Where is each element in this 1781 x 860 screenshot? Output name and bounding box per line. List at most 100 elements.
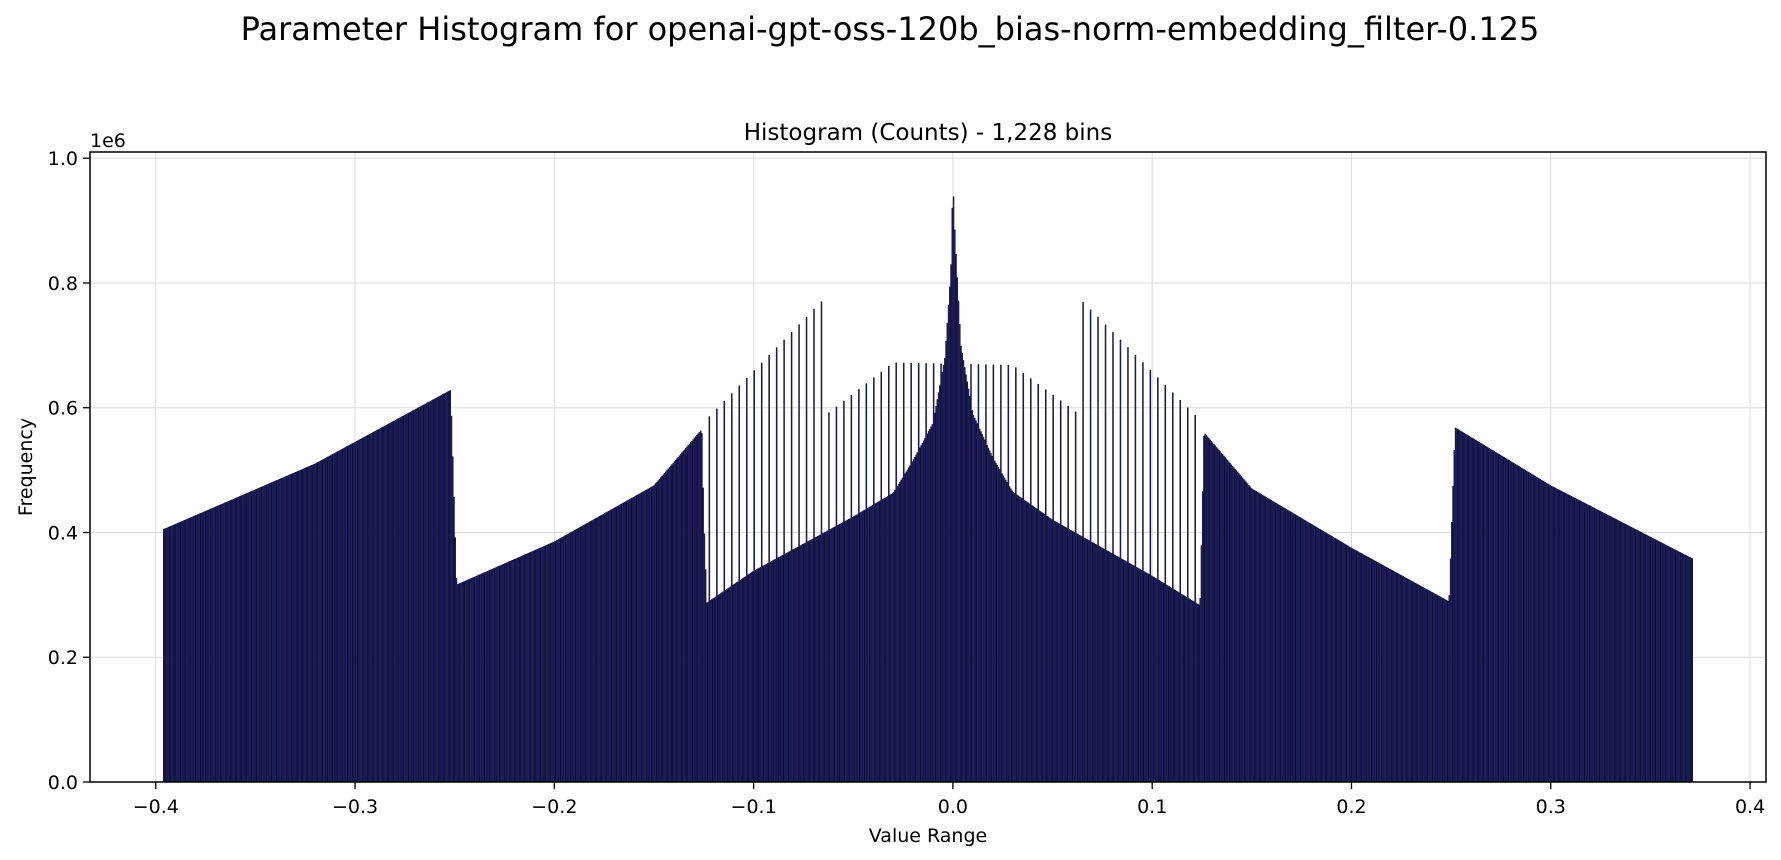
histogram-bar xyxy=(1590,506,1593,783)
histogram-bar xyxy=(337,451,339,783)
histogram-bar xyxy=(1108,551,1111,783)
histogram-bar xyxy=(1147,573,1149,783)
histogram-bar xyxy=(1285,508,1287,783)
histogram-bar xyxy=(902,362,905,783)
histogram-bar xyxy=(475,575,478,783)
histogram-bar xyxy=(1331,536,1333,783)
histogram-bar xyxy=(1062,525,1064,783)
histogram-bar xyxy=(418,407,420,783)
histogram-bar xyxy=(1518,466,1520,783)
histogram-bar xyxy=(1143,571,1145,783)
histogram-bar xyxy=(596,517,598,783)
histogram-bar xyxy=(865,383,868,783)
histogram-bar xyxy=(936,399,939,783)
figure-suptitle: Parameter Histogram for openai-gpt-oss-1… xyxy=(241,10,1540,48)
histogram-bar xyxy=(331,454,333,783)
histogram-bar xyxy=(861,511,864,783)
histogram-bar xyxy=(1397,573,1400,783)
histogram-bar xyxy=(1402,576,1405,783)
histogram-bar xyxy=(557,539,560,783)
histogram-bar xyxy=(1578,499,1580,783)
histogram-bar xyxy=(1429,591,1432,783)
histogram-bar xyxy=(1497,453,1499,783)
histogram-bar xyxy=(1670,547,1672,783)
histogram-bar xyxy=(747,574,749,783)
histogram-bar xyxy=(433,399,435,783)
histogram-bar xyxy=(1294,514,1296,783)
histogram-bar xyxy=(524,554,526,783)
histogram-bar xyxy=(941,371,944,783)
histogram-bar xyxy=(309,465,312,783)
histogram-bar xyxy=(1314,525,1316,783)
histogram-bar xyxy=(1408,579,1411,783)
histogram-bar xyxy=(1523,469,1525,783)
histogram-bar xyxy=(361,438,363,783)
histogram-bar xyxy=(834,526,836,783)
histogram-bar xyxy=(442,394,444,783)
histogram-bar xyxy=(1674,549,1676,783)
histogram-bar xyxy=(1109,552,1112,783)
histogram-bar xyxy=(1046,515,1048,783)
histogram-bar xyxy=(858,389,860,783)
histogram-bar xyxy=(874,503,876,783)
histogram-bar xyxy=(1507,459,1509,783)
histogram-bar xyxy=(1093,543,1096,783)
histogram-bar xyxy=(1462,432,1464,783)
histogram-bar xyxy=(1218,449,1220,783)
histogram-bar xyxy=(1316,527,1319,783)
histogram-bar xyxy=(486,570,489,783)
histogram-bar xyxy=(594,518,596,783)
histogram-bar xyxy=(1390,569,1392,783)
histogram-bar xyxy=(506,562,509,783)
histogram-bar xyxy=(976,423,978,783)
histogram-bar xyxy=(1513,463,1515,783)
histogram-bar xyxy=(455,578,458,783)
histogram-bar xyxy=(1522,468,1524,783)
histogram-bar xyxy=(1660,542,1662,783)
histogram-bar xyxy=(1122,559,1124,783)
x-tick-label: −0.4 xyxy=(133,796,179,818)
histogram-bar xyxy=(911,461,914,783)
histogram-bar xyxy=(722,591,724,783)
histogram-bar xyxy=(1103,548,1106,783)
histogram-bar xyxy=(297,470,300,783)
histogram-bar xyxy=(1601,512,1604,783)
histogram-bar xyxy=(1033,507,1036,783)
histogram-bar xyxy=(1487,447,1489,783)
histogram-bar xyxy=(1560,490,1563,783)
histogram-bar xyxy=(546,544,549,783)
histogram-bar xyxy=(1365,555,1367,783)
histogram-bar xyxy=(1193,601,1195,783)
histogram-bar xyxy=(888,365,890,783)
histogram-bar xyxy=(1253,489,1255,783)
histogram-bar xyxy=(1112,332,1114,783)
histogram-bar xyxy=(579,527,581,783)
histogram-bar xyxy=(215,506,217,783)
histogram-bar xyxy=(919,447,921,783)
histogram-bar xyxy=(410,411,413,783)
histogram-bar xyxy=(1188,598,1190,783)
histogram-bar xyxy=(1687,556,1690,783)
histogram-bar xyxy=(1581,501,1584,783)
histogram-bar xyxy=(1438,596,1441,783)
histogram-bar xyxy=(1311,524,1314,783)
histogram-bar xyxy=(549,543,551,783)
histogram-bar xyxy=(245,493,247,783)
histogram-bar xyxy=(1132,564,1134,783)
histogram-bar xyxy=(1549,485,1552,783)
histogram-bar xyxy=(233,498,236,783)
histogram-bar xyxy=(1199,598,1201,783)
histogram-bar xyxy=(655,483,657,783)
histogram-bar xyxy=(995,462,997,783)
histogram-bar xyxy=(1514,463,1517,783)
histogram-bar xyxy=(678,455,681,783)
histogram-bar xyxy=(387,424,389,783)
histogram-bar xyxy=(1319,528,1321,783)
histogram-bar xyxy=(552,541,555,783)
histogram-bar xyxy=(1419,585,1422,783)
histogram-bar xyxy=(420,405,423,783)
histogram-bar xyxy=(338,450,341,783)
histogram-bar xyxy=(194,515,196,783)
histogram-bar xyxy=(266,484,268,783)
histogram-bar xyxy=(1556,488,1559,783)
